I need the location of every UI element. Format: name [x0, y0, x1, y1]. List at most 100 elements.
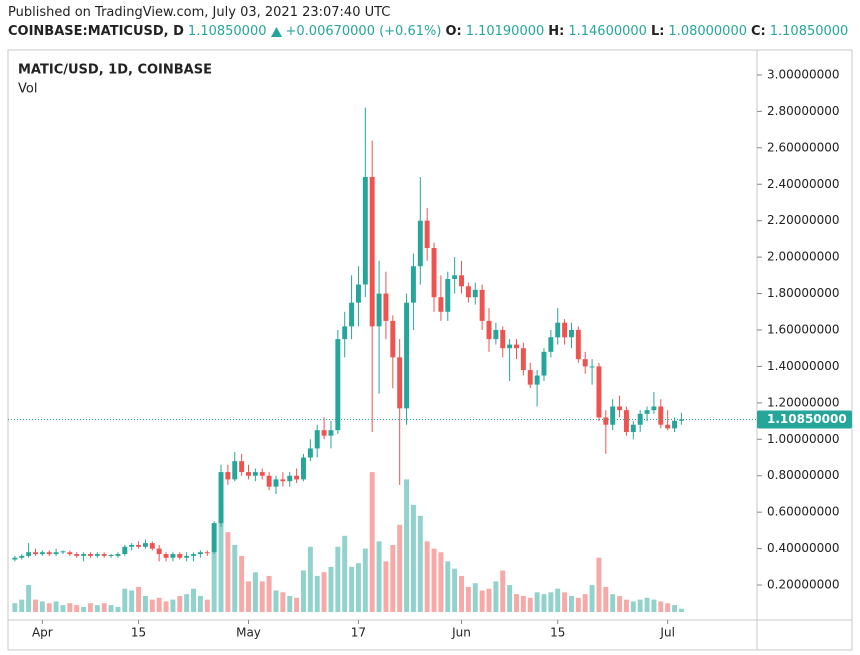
- volume-bar: [211, 552, 217, 612]
- volume-bar: [53, 601, 59, 612]
- volume-bar: [115, 606, 121, 612]
- volume-bar: [369, 472, 375, 612]
- up-arrow: [270, 26, 282, 37]
- x-tick-label: 15: [131, 626, 146, 640]
- volume-bar: [568, 595, 574, 612]
- candle-body: [321, 430, 327, 436]
- volume-bar: [266, 575, 272, 612]
- candle-body: [136, 544, 142, 547]
- volume-bar: [486, 588, 492, 612]
- candle-body: [149, 543, 155, 549]
- candle-body: [301, 457, 306, 480]
- candle-body: [94, 554, 100, 556]
- candle-body: [500, 329, 506, 349]
- volume-bar: [623, 599, 629, 612]
- candle-body: [651, 406, 657, 411]
- candle-body: [129, 544, 135, 547]
- volume-bar: [390, 544, 396, 612]
- candle-body: [191, 554, 197, 556]
- candle-body: [294, 475, 300, 480]
- volume-bar: [204, 599, 210, 612]
- volume-bar: [404, 479, 410, 612]
- volume-bar: [12, 603, 18, 612]
- candle-body: [39, 552, 45, 555]
- y-tick-label: 0.80000000: [767, 468, 840, 482]
- candle-body: [184, 555, 190, 558]
- candle-body: [610, 406, 616, 425]
- candle-body: [33, 552, 38, 555]
- volume-bar: [534, 592, 540, 612]
- candle-body: [493, 329, 499, 340]
- last-price-box: [757, 410, 852, 429]
- volume-bar: [651, 599, 657, 612]
- candle-body: [335, 339, 341, 431]
- last-price-label: 1.10850000: [767, 412, 847, 426]
- volume-bar: [136, 586, 142, 612]
- volume-bar: [417, 515, 423, 612]
- candle-body: [376, 293, 382, 327]
- candle-body: [589, 366, 595, 368]
- candle-body: [177, 554, 183, 558]
- candle-body: [342, 326, 348, 340]
- volume-bar: [452, 568, 458, 612]
- y-tick-label: 2.40000000: [767, 177, 840, 191]
- candle-body: [122, 546, 128, 555]
- candle-body: [115, 554, 121, 556]
- candle-body: [349, 302, 355, 327]
- y-tick-label: 1.80000000: [767, 286, 840, 300]
- low-value: 1.08000000: [668, 24, 747, 39]
- candle-body: [246, 472, 251, 476]
- candle-body: [19, 555, 25, 558]
- candle-body: [445, 278, 451, 312]
- volume-bar: [177, 595, 183, 612]
- candle-body: [170, 554, 176, 558]
- volume-bar: [589, 585, 595, 612]
- volume-bar: [156, 597, 162, 612]
- y-tick-label: 2.00000000: [767, 250, 840, 264]
- candle-body: [211, 523, 217, 553]
- y-tick-label: 1.00000000: [767, 432, 840, 446]
- x-tick-label: Jun: [451, 626, 471, 640]
- volume-bar: [665, 603, 671, 612]
- volume-bar: [342, 535, 348, 612]
- candle-body: [672, 420, 678, 429]
- low-label: L:: [650, 24, 665, 39]
- volume-bar: [424, 541, 430, 612]
- candle-body: [548, 337, 554, 352]
- volume-bar: [94, 605, 100, 612]
- candle-body: [328, 430, 334, 436]
- candle-body: [596, 366, 602, 418]
- volume-bar: [514, 594, 519, 612]
- volume-bar: [287, 595, 293, 612]
- candle-body: [623, 410, 629, 433]
- volume-bar: [445, 561, 451, 612]
- volume-bar: [678, 608, 684, 612]
- high-label: H:: [548, 24, 565, 39]
- candle-body: [568, 329, 574, 338]
- volume-bar: [582, 594, 588, 612]
- published-line: Published on TradingView.com, July 03, 2…: [8, 5, 391, 20]
- volume-bar: [87, 603, 93, 612]
- volume-bar: [555, 588, 561, 612]
- volume-bar: [610, 594, 616, 612]
- candle-body: [273, 479, 279, 487]
- volume-bar: [397, 524, 403, 612]
- symbol: COINBASE:MATICUSD, D: [8, 24, 184, 39]
- volume-bar: [149, 599, 155, 612]
- change: +0.00670000 (+0.61%): [285, 24, 442, 39]
- volume-bar: [349, 566, 355, 612]
- volume-bar: [672, 605, 678, 612]
- candle-body: [472, 289, 478, 298]
- candle-body: [390, 320, 396, 358]
- volume-bar: [163, 601, 169, 612]
- open-value: 1.10190000: [465, 24, 545, 39]
- volume-bar: [307, 546, 313, 612]
- close-label: C:: [751, 24, 766, 39]
- volume-bar: [74, 605, 80, 612]
- candle-body: [534, 375, 540, 385]
- candle-body: [603, 417, 609, 425]
- candle-body: [617, 406, 623, 411]
- volume-bar: [479, 590, 485, 612]
- candle-body: [383, 293, 389, 321]
- volume-bar: [81, 606, 87, 612]
